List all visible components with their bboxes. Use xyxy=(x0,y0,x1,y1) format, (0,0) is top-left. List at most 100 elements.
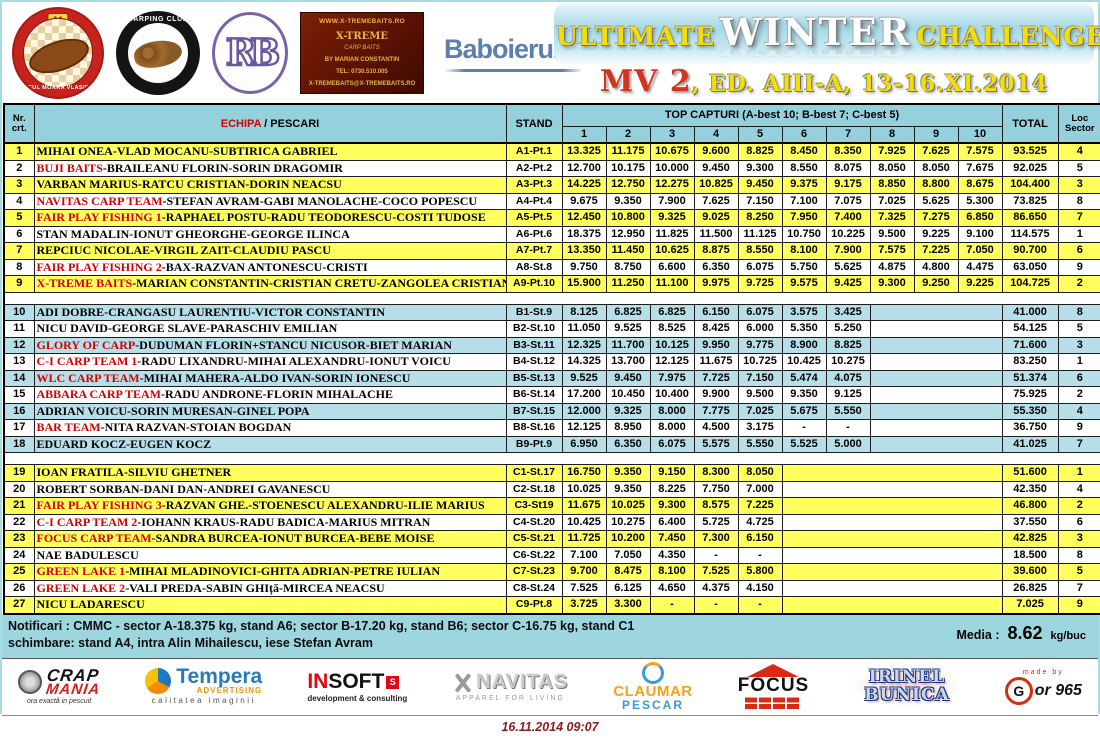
total-cell: 51.374 xyxy=(1001,369,1059,387)
capture-cell-6: 10.750 xyxy=(781,225,827,243)
capture-cell-5: 9.300 xyxy=(737,159,783,177)
stand-cell: B2-St.10 xyxy=(505,320,563,338)
loc-sector-cell: 3 xyxy=(1057,176,1100,194)
capture-cell-6: 3.575 xyxy=(781,303,827,321)
row-number-cell: 5 xyxy=(3,209,35,227)
capture-cell-7: 4.075 xyxy=(825,369,871,387)
capture-col-header-1: 1 xyxy=(561,125,607,144)
tempera-name: Tempera xyxy=(176,664,263,688)
xtreme-email: X-TREMEBAITS@X-TREMEBAITS.RO xyxy=(308,81,416,88)
results-sheet: { "colors":{"accent_red":"#d40000","row_… xyxy=(0,0,1100,714)
capture-cell-5: 7.225 xyxy=(737,497,783,515)
row-number-cell: 16 xyxy=(3,402,35,420)
sponsor-footer: CRAP MANIA ora exactă in pescuit Tempera… xyxy=(2,658,1098,715)
capture-cell-1: 12.125 xyxy=(561,419,607,437)
capture-cell-5: 6.075 xyxy=(737,303,783,321)
capture-cell-1: 10.025 xyxy=(561,480,607,498)
capture-cell-4: 9.950 xyxy=(693,336,739,354)
row-number-cell: 8 xyxy=(3,258,35,276)
capture-cell-3: 8.100 xyxy=(649,563,695,581)
loc-sector-cell: 8 xyxy=(1057,303,1100,321)
fishing-reel-icon xyxy=(18,669,42,694)
sponsor-logo-strip: M LACUL MOARA VLASIEI 2 CARPING CLUB RB … xyxy=(2,6,584,99)
xtreme-name: X-TREME xyxy=(336,30,388,42)
nr-column-header: Nr. crt. xyxy=(3,103,35,144)
result-row-21: 21 FAIR PLAY FISHING 3-RAZVAN GHE.-STOENE… xyxy=(3,497,1100,515)
result-row-1: 1 MIHAI ONEA-VLAD MOCANU-SUBTIRICA GABRIE… xyxy=(3,142,1100,161)
rb-monogram: RB xyxy=(225,31,282,74)
team-name-red: ABBARA CARP TEAM xyxy=(36,387,161,401)
capture-cell-10: 7.675 xyxy=(957,159,1003,177)
capture-cell-9: 9.250 xyxy=(913,275,959,293)
empty-captures-cell xyxy=(781,579,1003,597)
capture-cell-1: 14.225 xyxy=(561,176,607,194)
capture-cell-7: 9.425 xyxy=(825,275,871,293)
row-number-cell: 24 xyxy=(3,546,35,564)
total-cell: 51.600 xyxy=(1001,464,1059,482)
capture-cell-7: 7.400 xyxy=(825,209,871,227)
loc-sector-cell: 7 xyxy=(1057,579,1100,597)
capture-cell-4: 5.575 xyxy=(693,435,739,453)
capture-cell-2: 8.475 xyxy=(605,563,651,581)
team-cell: BUJI BAITS-BRAILEANU FLORIN-SORIN DRAGOM… xyxy=(33,159,507,177)
notificari-line: Notificari : CMMC - sector A-18.375 kg, … xyxy=(8,618,635,633)
capture-cell-3: 12.125 xyxy=(649,353,695,371)
row-number-cell: 22 xyxy=(3,513,35,531)
stand-cell: C4-St.20 xyxy=(505,513,563,531)
gor-g-icon: G xyxy=(1004,676,1033,705)
result-row-9: 9 X-TREME BAITS-MARIAN CONSTANTIN-CRISTIA… xyxy=(3,275,1100,293)
tempera-advertising: ADVERTISING xyxy=(196,686,263,696)
row-number-cell: 23 xyxy=(3,530,35,548)
team-cell: EDUARD KOCZ-EUGEN KOCZ xyxy=(33,435,507,453)
capture-cell-4: 8.575 xyxy=(693,497,739,515)
capture-cell-2: 12.750 xyxy=(605,176,651,194)
capture-cell-3: 7.900 xyxy=(649,192,695,210)
empty-captures-cell xyxy=(869,303,1003,321)
capture-cell-6: 8.550 xyxy=(781,159,827,177)
team-name-red: BAR TEAM xyxy=(36,420,101,434)
capture-cell-1: 11.675 xyxy=(561,497,607,515)
crap-mania-logo: CRAP MANIA ora exactă in pescuit xyxy=(18,666,101,705)
stand-cell: C9-Pt.8 xyxy=(505,596,563,614)
result-row-17: 17 BAR TEAM-NITA RAZVAN-STOIAN BOGDAN B8-S… xyxy=(3,419,1100,437)
capture-cell-7: 7.075 xyxy=(825,192,871,210)
tempera-tagline: calitatea imaginii xyxy=(151,696,256,706)
capture-cell-10: 9.100 xyxy=(957,225,1003,243)
capture-cell-5: 9.775 xyxy=(737,336,783,354)
capture-cell-8: 9.500 xyxy=(869,225,915,243)
team-name-red: C-I CARP TEAM 2 xyxy=(36,514,138,529)
team-cell: NAE BADULESCU xyxy=(33,546,507,564)
capture-cell-3: 12.275 xyxy=(649,176,695,194)
capture-cell-2: 11.250 xyxy=(605,275,651,293)
empty-captures-cell xyxy=(781,563,1003,581)
title-winter: WINTER xyxy=(720,10,912,54)
loc-sector-cell: 7 xyxy=(1057,209,1100,227)
capture-col-header-6: 6 xyxy=(781,125,827,144)
x-treme-baits-logo: WWW.X-TREMEBAITS.RO X-TREME CARP BAITS B… xyxy=(300,11,424,94)
loc-sector-cell: 9 xyxy=(1057,419,1100,437)
capture-cell-10: 5.300 xyxy=(957,192,1003,210)
stand-cell: B5-St.13 xyxy=(505,369,563,387)
focus-roof-icon xyxy=(747,664,800,678)
loc-sector-cell: 6 xyxy=(1057,513,1100,531)
capture-cell-2: 8.950 xyxy=(605,419,651,437)
event-title: ULTIMATE WINTER CHALLENGE ULTIMATE WINTE… xyxy=(554,4,1100,102)
capture-cell-7: 8.350 xyxy=(825,142,871,161)
result-row-25: 25 GREEN LAKE 1-MIHAI MLADINOVICI-GHITA A… xyxy=(3,563,1100,581)
stand-cell: A8-St.8 xyxy=(505,258,563,276)
title-edition: , ED. AIII-A, 13-16.XI.2014 xyxy=(691,71,1049,97)
capture-cell-6: 8.450 xyxy=(781,142,827,161)
capture-cell-1: 12.000 xyxy=(561,402,607,420)
capture-cell-5: 5.550 xyxy=(737,435,783,453)
insoft-in: IN xyxy=(307,670,329,693)
capture-cell-3: 8.000 xyxy=(649,402,695,420)
made-by-text: made by xyxy=(1022,668,1064,676)
xtreme-by: BY MARIAN CONSTANTIN xyxy=(324,57,400,64)
result-row-12: 12 GLORY OF CARP-DUDUMAN FLORIN+STANCU NI… xyxy=(3,336,1100,354)
capture-cell-7: 8.825 xyxy=(825,336,871,354)
total-cell: 55.350 xyxy=(1001,402,1059,420)
capture-cell-8: 8.050 xyxy=(869,159,915,177)
team-name-red: BUJI BAITS xyxy=(36,160,103,175)
capture-cell-3: 10.625 xyxy=(649,242,695,260)
claumar-pescar: PESCAR xyxy=(621,698,684,713)
